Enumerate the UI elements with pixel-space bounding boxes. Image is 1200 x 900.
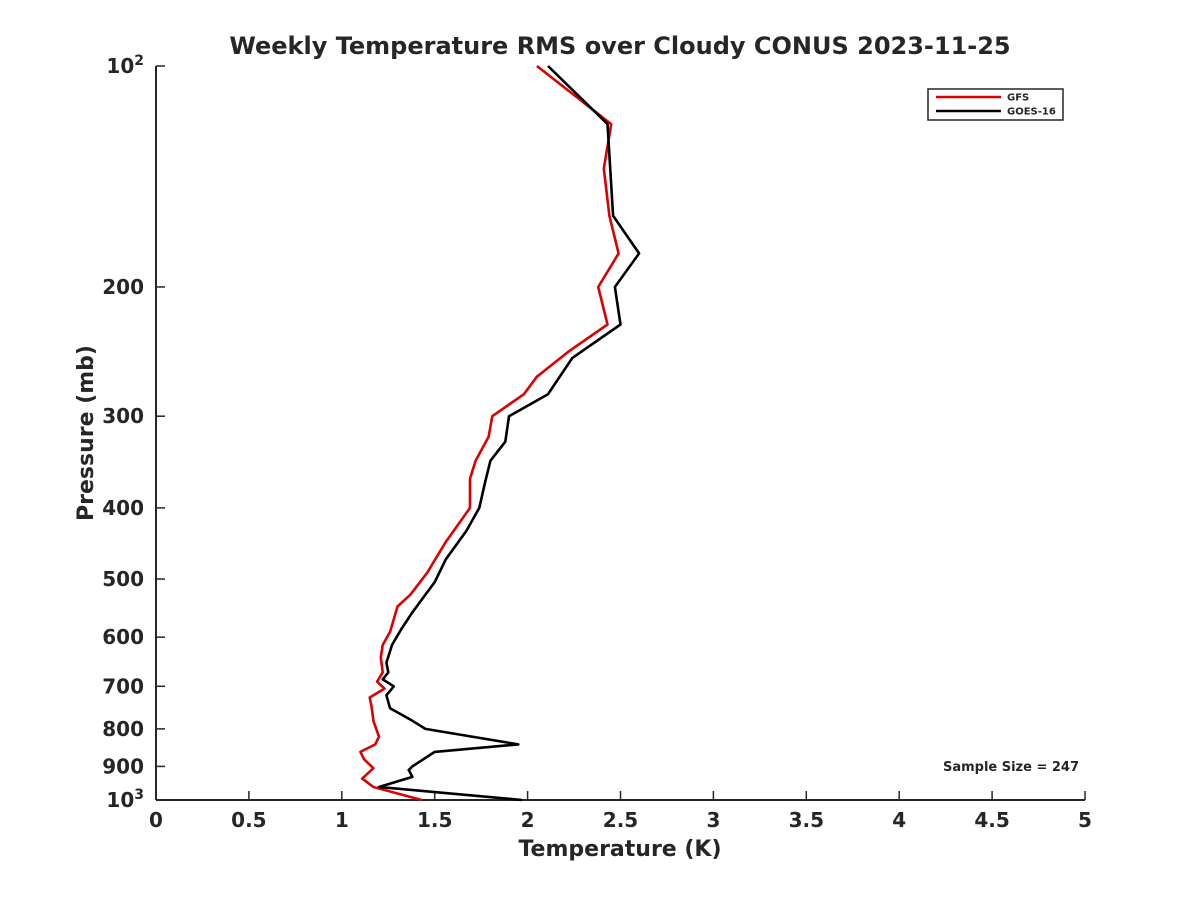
legend-label-goes16: GOES-16 — [1007, 107, 1056, 118]
y-axis-label: Pressure (mb) — [74, 345, 99, 521]
x-tick-label: 4.5 — [974, 808, 1009, 832]
y-tick-label: 500 — [102, 567, 144, 591]
x-tick-label: 1.5 — [417, 808, 452, 832]
x-tick-label: 0.5 — [231, 808, 266, 832]
axes — [155, 66, 1085, 801]
x-tick-label: 2.5 — [603, 808, 638, 832]
ticks: 0 0.5 1 1.5 2 2.5 3 3.5 4 4.5 5 102 200 300 400 500 600 7… — [102, 53, 1092, 832]
y-tick-label: 700 — [102, 674, 144, 698]
x-tick-label: 0 — [149, 808, 163, 832]
y-tick-label: 600 — [102, 625, 144, 649]
x-tick-label: 2 — [521, 808, 535, 832]
y-tick-label: 800 — [102, 717, 144, 741]
y-tick-label: 300 — [102, 404, 144, 428]
x-tick-label: 3 — [706, 808, 720, 832]
legend: GFS GOES-16 — [927, 88, 1064, 121]
x-axis-label: Temperature (K) — [518, 837, 721, 862]
series-group — [359, 64, 641, 802]
y-tick-label: 400 — [102, 496, 144, 520]
series-line-goes16 — [377, 65, 641, 802]
y-tick-label: 900 — [102, 754, 144, 778]
y-tick-label: 200 — [102, 275, 144, 299]
y-tick-exponent: 3 — [134, 787, 144, 803]
y-tick-exponent: 2 — [134, 53, 144, 69]
x-tick-label: 3.5 — [789, 808, 824, 832]
y-tick-label: 102 — [106, 53, 144, 78]
y-tick-label: 103 — [106, 787, 144, 812]
legend-label-gfs: GFS — [1007, 93, 1029, 104]
x-tick-label: 4 — [892, 808, 906, 832]
x-tick-label: 1 — [335, 808, 349, 832]
legend-box — [927, 88, 1064, 121]
chart-title: Weekly Temperature RMS over Cloudy CONUS… — [229, 32, 1010, 60]
sample-size-annotation: Sample Size = 247 — [943, 760, 1079, 775]
x-tick-label: 5 — [1078, 808, 1092, 832]
series-line-gfs — [359, 64, 620, 802]
